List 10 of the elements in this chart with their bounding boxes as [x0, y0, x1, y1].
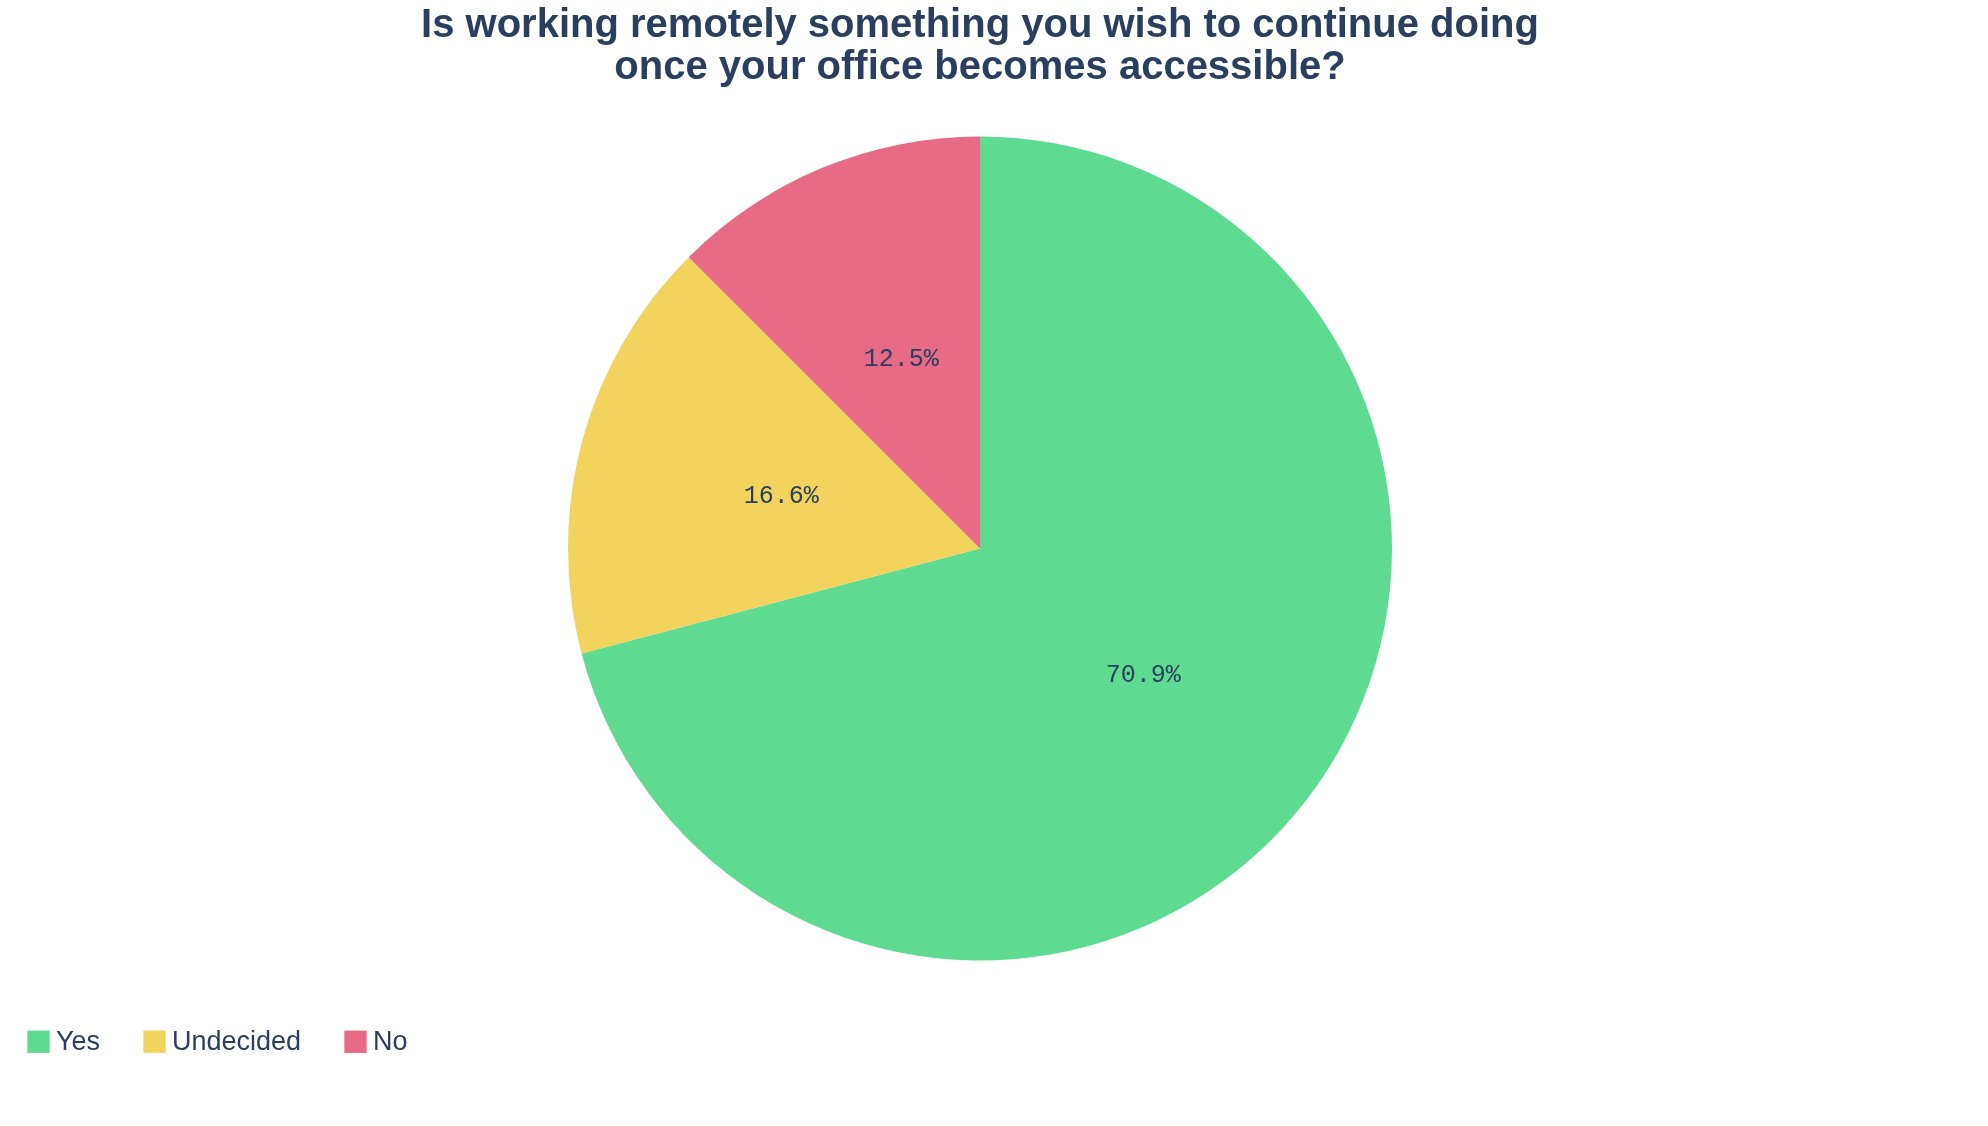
chart-title: Is working remotely something you wish to continue doing once your office becomes accessible? — [421, 1, 1539, 87]
pie-slice — [568, 257, 980, 654]
pie-slice — [581, 136, 1392, 961]
legend-label: Yes — [56, 1025, 101, 1056]
data-label: 70.9% — [1105, 661, 1182, 691]
pie-slice — [688, 136, 980, 549]
data-label: 12.5% — [863, 345, 940, 375]
legend-label: Undecided — [172, 1025, 302, 1056]
legend-label: No — [373, 1025, 408, 1056]
data-label: 16.6% — [743, 481, 820, 511]
